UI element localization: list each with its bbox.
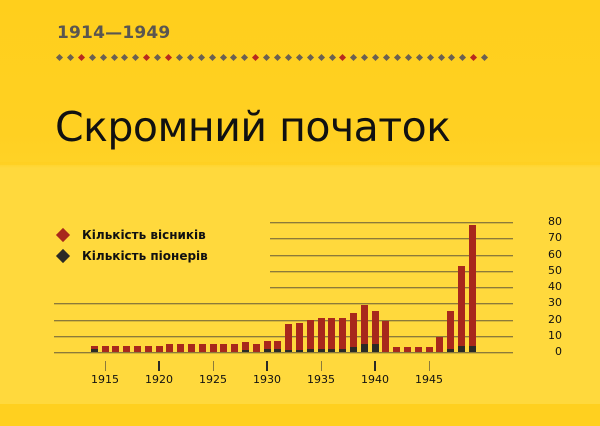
pioneer-segment xyxy=(274,348,282,352)
bar-1926 xyxy=(220,343,228,352)
bar-1924 xyxy=(198,343,206,352)
gridline xyxy=(54,336,513,337)
bar-1944 xyxy=(414,347,422,352)
x-axis-tick xyxy=(428,361,430,371)
bar-1933 xyxy=(295,322,303,352)
pioneer-segment xyxy=(457,345,465,352)
y-axis-label: 30 xyxy=(548,296,562,309)
x-axis-label: 1920 xyxy=(145,373,173,386)
bar-1932 xyxy=(285,324,293,352)
bar-1934 xyxy=(306,319,314,352)
bar-1935 xyxy=(317,317,325,352)
x-axis-tick xyxy=(374,361,376,371)
pioneer-segment xyxy=(285,350,293,352)
gridline xyxy=(54,303,513,304)
pioneer-segment xyxy=(349,347,357,352)
pioneer-segment xyxy=(371,343,379,352)
legend-label: Кількість піонерів xyxy=(82,248,208,263)
gridline xyxy=(270,271,513,272)
x-axis-label: 1930 xyxy=(253,373,281,386)
gridline xyxy=(270,238,513,239)
bar-1922 xyxy=(177,343,185,352)
period-label: 1914—1949 xyxy=(57,23,171,43)
y-axis-label: 10 xyxy=(548,329,562,342)
legend-item-messengers: Кількість вісників xyxy=(55,224,208,245)
y-axis-label: 70 xyxy=(548,231,562,244)
y-axis-label: 0 xyxy=(555,345,562,358)
bar-1923 xyxy=(187,343,195,352)
legend-label: Кількість вісників xyxy=(82,227,206,242)
legend-item-pioneers: Кількість піонерів xyxy=(55,245,208,266)
y-axis-label: 50 xyxy=(548,264,562,277)
bar-1928 xyxy=(241,342,249,352)
x-axis-tick xyxy=(212,361,214,371)
bar-1914 xyxy=(90,345,98,352)
gridline xyxy=(270,222,513,223)
gridline xyxy=(54,352,513,353)
bar-1925 xyxy=(209,343,217,352)
bar-1919 xyxy=(144,345,152,352)
x-axis-tick xyxy=(266,361,268,371)
pioneer-segment xyxy=(317,348,325,352)
x-axis-label: 1925 xyxy=(199,373,227,386)
bar-1941 xyxy=(382,321,390,352)
pioneer-segment xyxy=(90,348,98,352)
y-axis-label: 40 xyxy=(548,280,562,293)
bar-1915 xyxy=(101,345,109,352)
bar-1936 xyxy=(328,317,336,352)
bar-1927 xyxy=(231,343,239,352)
footer-band xyxy=(0,404,600,426)
bar-1949 xyxy=(468,225,476,352)
gridline xyxy=(270,255,513,256)
x-axis-tick xyxy=(320,361,322,371)
bar-1930 xyxy=(263,340,271,352)
y-axis-label: 80 xyxy=(548,215,562,228)
chart-legend: Кількість вісників Кількість піонерів xyxy=(55,224,208,266)
bar-1937 xyxy=(339,317,347,352)
header-band xyxy=(0,0,600,168)
pioneer-segment xyxy=(295,350,303,352)
gridline xyxy=(54,320,513,321)
pioneer-segment xyxy=(241,350,249,352)
pioneer-segment xyxy=(339,348,347,352)
pioneer-segment xyxy=(306,348,314,352)
bar-1939 xyxy=(360,304,368,352)
x-axis-tick xyxy=(104,361,106,371)
bar-1921 xyxy=(166,343,174,352)
bar-1916 xyxy=(112,345,120,352)
bar-1940 xyxy=(371,311,379,352)
bar-1943 xyxy=(403,347,411,352)
pioneer-segment xyxy=(468,345,476,352)
bar-1945 xyxy=(425,347,433,352)
y-axis-label: 20 xyxy=(548,313,562,326)
bar-1946 xyxy=(436,337,444,352)
bar-1938 xyxy=(349,313,357,352)
x-axis-label: 1915 xyxy=(91,373,119,386)
bar-1918 xyxy=(133,345,141,352)
bar-1920 xyxy=(155,345,163,352)
bar-1917 xyxy=(123,345,131,352)
bar-1929 xyxy=(252,343,260,352)
x-axis-label: 1935 xyxy=(307,373,335,386)
y-axis-label: 60 xyxy=(548,248,562,261)
pioneer-segment xyxy=(447,348,455,352)
page-title: Скромний початок xyxy=(55,103,451,152)
x-axis-label: 1945 xyxy=(415,373,443,386)
pioneer-segment xyxy=(328,348,336,352)
pioneer-segment xyxy=(263,348,271,352)
pioneer-segment xyxy=(360,343,368,352)
bar-1948 xyxy=(457,265,465,352)
gridline xyxy=(270,287,513,288)
bar-1947 xyxy=(447,311,455,352)
bar-1942 xyxy=(393,347,401,352)
bar-1931 xyxy=(274,340,282,352)
x-axis-label: 1940 xyxy=(361,373,389,386)
x-axis-tick xyxy=(158,361,160,371)
